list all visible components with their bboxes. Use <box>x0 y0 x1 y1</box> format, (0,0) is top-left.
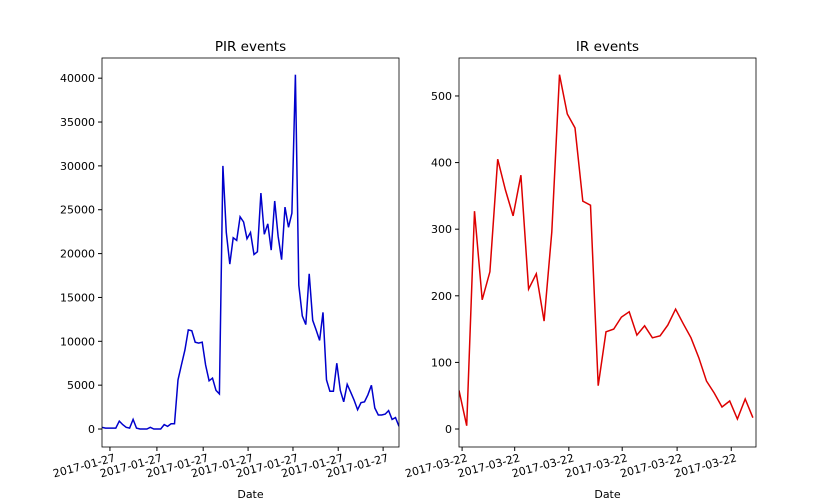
y-tick-label: 500 <box>431 90 452 103</box>
y-tick-label: 10000 <box>60 335 95 348</box>
y-tick-label: 300 <box>431 223 452 236</box>
x-tick-label: 2017-03-22 <box>673 451 738 480</box>
x-tick-label: 2017-03-22 <box>564 451 629 480</box>
chart-title: IR events <box>576 39 639 55</box>
axes-frame <box>101 57 400 448</box>
y-tick-label: 20000 <box>60 248 95 261</box>
chart-title: PIR events <box>215 39 286 55</box>
y-tick-label: 0 <box>445 423 452 436</box>
y-tick-label: 35000 <box>60 116 95 129</box>
y-tick-label: 0 <box>88 423 95 436</box>
y-tick-label: 15000 <box>60 291 95 304</box>
x-axis-label: Date <box>237 488 264 501</box>
y-tick-label: 400 <box>431 157 452 170</box>
axes-frame <box>458 57 757 448</box>
y-tick-label: 25000 <box>60 204 95 217</box>
y-tick-label: 5000 <box>67 379 95 392</box>
y-tick-label: 40000 <box>60 72 95 85</box>
y-tick-label: 30000 <box>60 160 95 173</box>
x-axis-label: Date <box>594 488 621 501</box>
data-line <box>102 74 399 430</box>
y-tick-label: 200 <box>431 290 452 303</box>
data-line <box>459 74 754 426</box>
y-tick-label: 100 <box>431 356 452 369</box>
